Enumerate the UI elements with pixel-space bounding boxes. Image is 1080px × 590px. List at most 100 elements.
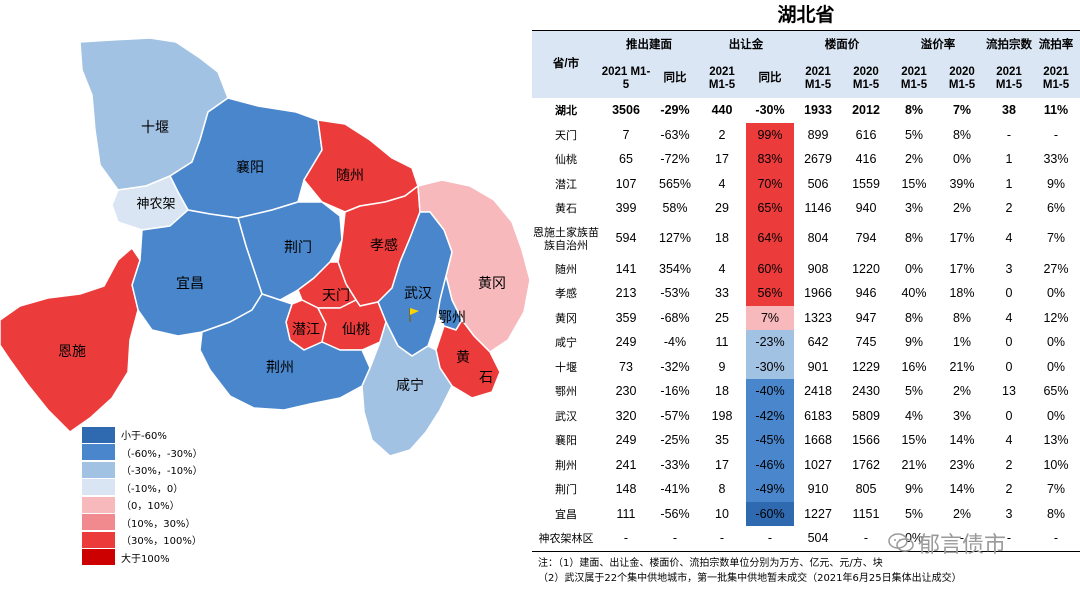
cell-failed-rate: 8% — [1046, 506, 1066, 521]
cell-fp-2021: 504 — [794, 526, 842, 552]
cell-deal: 17 — [715, 457, 729, 472]
legend-swatch — [82, 479, 115, 496]
cell-supply-yoy: -29% — [660, 103, 690, 118]
cell-fp-2020: 616 — [855, 127, 877, 142]
cell-region: 潜江 — [555, 177, 577, 191]
cell-failed-rate: 10% — [1043, 457, 1069, 472]
legend-label: 大于100% — [121, 553, 170, 565]
cell-deal: 2 — [718, 127, 726, 142]
legend-item: （-10%，0） — [82, 479, 203, 497]
cell-region: 黄冈 — [555, 311, 577, 325]
cell-supply: 111 — [616, 506, 636, 521]
cell-fp-2020: 745 — [855, 335, 877, 350]
cell-pr-2020: 3% — [952, 408, 972, 423]
legend-item: 大于100% — [82, 549, 203, 567]
cell-region: 随州 — [555, 262, 577, 276]
cell-pr-2020: 14% — [949, 482, 975, 497]
cell-pr-2021: 2% — [904, 152, 924, 167]
header-deal: 出让金 — [698, 30, 794, 59]
legend-item: （-60%，-30%） — [82, 444, 203, 462]
map-label-huangshi-1: 黄 — [456, 349, 470, 366]
cell-deal-yoy: -45% — [746, 428, 794, 453]
region-huangshi — [435, 319, 501, 399]
cell-fp-2021: 6183 — [804, 408, 832, 423]
cell-deal-yoy: 70% — [746, 171, 794, 196]
cell-deal-yoy: 56% — [746, 281, 794, 306]
cell-supply: 65 — [619, 152, 633, 167]
cell-pr-2021: 15% — [901, 176, 927, 191]
cell-deal: 29 — [715, 201, 729, 216]
cell-deal: 18 — [715, 384, 729, 399]
cell-failed-count: - — [986, 526, 1032, 552]
map-label-xiantao: 仙桃 — [342, 322, 370, 338]
map-label-jingzhou: 荆州 — [266, 360, 294, 376]
cell-fp-2021: 910 — [807, 482, 829, 497]
map-label-wuhan: 武汉 — [404, 286, 432, 302]
cell-supply: 213 — [615, 286, 637, 301]
cell-failed-rate: - — [1053, 127, 1059, 142]
cell-deal: 8 — [718, 482, 726, 497]
cell-deal-yoy: -30% — [746, 354, 794, 379]
cell-fp-2021: 901 — [807, 359, 829, 374]
legend-label: （0，10%） — [121, 501, 180, 513]
cell-region: 神农架林区 — [532, 526, 600, 552]
cell-deal: 33 — [715, 286, 729, 301]
cell-deal: 4 — [718, 176, 726, 191]
map-label-yichang: 宜昌 — [176, 276, 204, 292]
cell-supply: 73 — [619, 359, 633, 374]
cell-failed-rate: 0% — [1046, 335, 1066, 350]
cell-supply: 320 — [615, 408, 637, 423]
table-row: 神农架林区 - - - -504-0% - - - — [532, 526, 1080, 552]
table-row: 荆门 148 -41% 8 -49% 910 805 9% 14% 2 7% — [532, 477, 1080, 502]
legend-item: （10%，30%） — [82, 514, 203, 532]
data-table: 省/市 推出建面 出让金 楼面价 溢价率 流拍宗数 流拍率 2021 M1-5 … — [532, 30, 1080, 552]
cell-fp-2021: 1146 — [804, 201, 832, 216]
cell-deal-yoy: 64% — [746, 220, 794, 257]
cell-fp-2020: 1229 — [852, 359, 880, 374]
cell-pr-2020: - — [938, 526, 986, 552]
cell-deal: 9 — [718, 359, 726, 374]
legend-label: （30%，100%） — [121, 536, 202, 548]
cell-fp-2021: 1933 — [804, 103, 832, 118]
table-row: 湖北 3506 -29% 440 -30% 1933 2012 8% 7% 38 11% — [532, 98, 1080, 123]
cell-pr-2020: 8% — [952, 310, 972, 325]
cell-pr-2020: 8% — [952, 127, 972, 142]
cell-region: 荆门 — [555, 483, 577, 497]
cell-pr-2020: 21% — [949, 359, 975, 374]
cell-supply: 241 — [615, 457, 637, 472]
cell-deal-yoy: 60% — [746, 256, 794, 281]
map-legend: 小于-60% （-60%，-30%） （-30%，-10%） （-10%，0） （0，1… — [82, 426, 203, 566]
cell-fp-2021: 899 — [807, 127, 829, 142]
cell-deal-yoy: -60% — [746, 501, 794, 526]
map-label-tianmen: 天门 — [322, 288, 350, 304]
cell-failed-count: 4 — [1005, 231, 1013, 245]
cell-pr-2021: 0% — [904, 261, 924, 276]
cell-fp-2020: 947 — [855, 310, 877, 325]
cell-pr-2021: 15% — [901, 433, 927, 448]
legend-swatch — [82, 496, 115, 513]
cell-pr-2020: 2% — [952, 384, 972, 399]
cell-failed-rate: 11% — [1043, 103, 1069, 118]
cell-failed-rate: 7% — [1046, 482, 1066, 497]
cell-supply-yoy: 58% — [662, 201, 688, 216]
cell-fp-2021: 908 — [807, 261, 829, 276]
cell-region: 湖北 — [555, 104, 577, 118]
cell-failed-rate: 6% — [1046, 201, 1066, 216]
header-floor-price: 楼面价 — [794, 30, 890, 59]
table-row: 黄石 399 58% 29 65% 1146 940 3% 2% 2 6% — [532, 196, 1080, 221]
cell-region: 襄阳 — [555, 434, 577, 448]
legend-swatch — [82, 444, 115, 461]
hubei-map: 十堰 襄阳 随州 神农架 荆门 孝感 宜昌 黄冈 天门 武汉 鄂州 恩施 潜江 … — [0, 37, 530, 457]
cell-fp-2020: 5809 — [852, 408, 880, 423]
table-row: 天门 7 -63% 2 99% 899 616 5% 8% - - — [532, 122, 1080, 147]
cell-failed-count: 1 — [1005, 176, 1013, 191]
table-row: 潜江 107 565% 4 70% 506 1559 15% 39% 1 9% — [532, 171, 1080, 196]
map-label-xiangyang: 襄阳 — [236, 160, 264, 176]
cell-deal-yoy: -23% — [746, 330, 794, 355]
legend-label: （10%，30%） — [121, 518, 196, 530]
cell-supply-yoy: -56% — [660, 506, 690, 521]
cell-pr-2021: 3% — [904, 201, 924, 216]
cell-fp-2020: 1220 — [852, 261, 880, 276]
cell-region: 咸宁 — [555, 336, 577, 350]
cell-failed-rate: 7% — [1046, 231, 1066, 245]
